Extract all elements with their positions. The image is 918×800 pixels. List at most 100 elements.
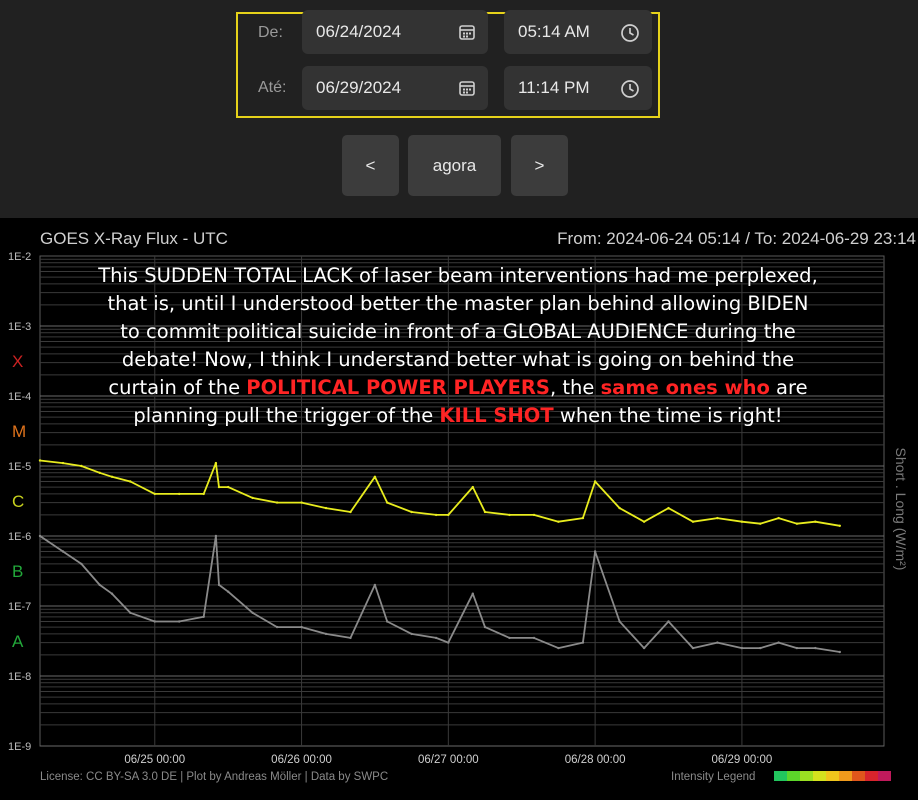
- data-point: [557, 520, 560, 523]
- overlay-text: are: [769, 376, 808, 399]
- to-time-input[interactable]: 11:14 PM: [504, 66, 652, 110]
- y-tick-label: 1E-8: [8, 671, 31, 683]
- data-point: [447, 513, 450, 517]
- chart-svg: GOES X-Ray Flux - UTC From: 2024-06-24 0…: [8, 229, 916, 783]
- data-point: [349, 510, 352, 514]
- next-button[interactable]: >: [511, 135, 568, 196]
- data-point: [667, 506, 670, 510]
- footer-license: License: CC BY-SA 3.0 DE | Plot by Andre…: [40, 771, 388, 783]
- data-point: [349, 636, 352, 640]
- data-point: [471, 485, 474, 489]
- data-point: [618, 620, 621, 623]
- data-point: [795, 522, 799, 525]
- series-line-short: [39, 535, 840, 653]
- from-label: De:: [258, 24, 283, 41]
- data-point: [153, 620, 156, 623]
- now-button[interactable]: agora: [408, 135, 501, 196]
- data-point: [217, 583, 221, 587]
- data-point: [410, 632, 413, 636]
- data-point: [129, 611, 132, 614]
- overlay-text: curtain of the: [108, 376, 247, 399]
- x-tick-label: 06/29 00:00: [712, 754, 773, 766]
- data-point: [110, 592, 114, 595]
- intensity-swatch: [800, 771, 813, 781]
- data-point: [227, 590, 230, 593]
- data-point: [251, 611, 254, 614]
- to-label: Até:: [258, 79, 287, 96]
- clock-icon[interactable]: [620, 79, 640, 99]
- x-tick-label: 06/28 00:00: [565, 754, 626, 766]
- y-tick-label: 1E-3: [8, 321, 31, 333]
- data-point: [814, 646, 817, 650]
- data-point: [178, 492, 181, 496]
- data-point: [471, 592, 474, 595]
- footer-intensity-legend: Intensity Legend: [671, 771, 755, 783]
- y-tick-label: 1E-2: [8, 251, 31, 263]
- flare-class-label: M: [12, 422, 26, 441]
- overlay-text: when the time is right!: [553, 404, 783, 427]
- data-point: [642, 646, 646, 650]
- data-point: [838, 650, 841, 654]
- data-point: [61, 461, 65, 465]
- to-date-value: 06/29/2024: [316, 78, 402, 97]
- data-point: [386, 620, 389, 623]
- intensity-swatch: [774, 771, 787, 781]
- flare-class-label: X: [12, 352, 23, 371]
- data-point: [324, 506, 328, 510]
- overlay-line-1: This SUDDEN TOTAL LACK of laser beam int…: [98, 264, 818, 287]
- data-point: [434, 513, 438, 517]
- data-point: [110, 475, 114, 478]
- data-point: [691, 520, 695, 523]
- intensity-swatch: [852, 771, 865, 781]
- intensity-swatch: [813, 771, 826, 781]
- overlay-line-3: to commit political suicide in front of …: [120, 320, 796, 343]
- overlay-line-2: that is, until I understood better the m…: [107, 292, 809, 315]
- xray-flux-chart: GOES X-Ray Flux - UTC From: 2024-06-24 0…: [0, 218, 918, 800]
- intensity-swatch: [865, 771, 878, 781]
- prev-button[interactable]: <: [342, 135, 399, 196]
- from-time-value: 05:14 AM: [518, 22, 590, 41]
- x-tick-label: 06/27 00:00: [418, 754, 479, 766]
- data-point: [716, 641, 719, 644]
- data-point: [777, 516, 780, 520]
- intensity-swatch: [839, 771, 852, 781]
- data-point: [61, 550, 65, 553]
- data-point: [214, 534, 218, 538]
- data-point: [80, 464, 83, 468]
- data-point: [217, 485, 221, 489]
- from-time-input[interactable]: 05:14 AM: [504, 10, 652, 54]
- to-date-input[interactable]: 06/29/2024: [302, 66, 488, 110]
- overlay-highlight: KILL SHOT: [439, 404, 554, 427]
- data-point: [581, 641, 585, 644]
- data-point: [716, 516, 719, 520]
- data-point: [759, 522, 762, 525]
- y-tick-label: 1E-9: [8, 741, 31, 753]
- y-axis-label: Short . Long (W/m²): [893, 448, 909, 571]
- data-point: [324, 632, 328, 636]
- data-point: [251, 496, 254, 500]
- calendar-icon[interactable]: [458, 79, 476, 97]
- overlay-highlight: same ones who: [600, 376, 770, 399]
- data-point: [532, 636, 536, 640]
- overlay-text: , the: [549, 376, 601, 399]
- overlay-text: planning pull the trigger of the: [133, 404, 440, 427]
- x-tick-label: 06/26 00:00: [271, 754, 332, 766]
- data-point: [214, 461, 218, 465]
- flare-class-label: B: [12, 562, 23, 581]
- calendar-icon[interactable]: [458, 23, 476, 41]
- data-point: [447, 641, 450, 644]
- clock-icon[interactable]: [620, 23, 640, 43]
- overlay-line-6: planning pull the trigger of the KILL SH…: [40, 402, 876, 430]
- data-point: [434, 636, 438, 640]
- data-point: [153, 492, 156, 496]
- overlay-highlight: POLITICAL POWER PLAYERS: [246, 376, 550, 399]
- data-point: [373, 583, 377, 587]
- data-point: [386, 501, 389, 504]
- intensity-swatch: [826, 771, 839, 781]
- data-point: [202, 492, 205, 496]
- data-point: [691, 646, 695, 650]
- data-point: [98, 583, 101, 587]
- data-point: [532, 513, 536, 517]
- from-date-input[interactable]: 06/24/2024: [302, 10, 488, 54]
- to-time-value: 11:14 PM: [518, 78, 590, 97]
